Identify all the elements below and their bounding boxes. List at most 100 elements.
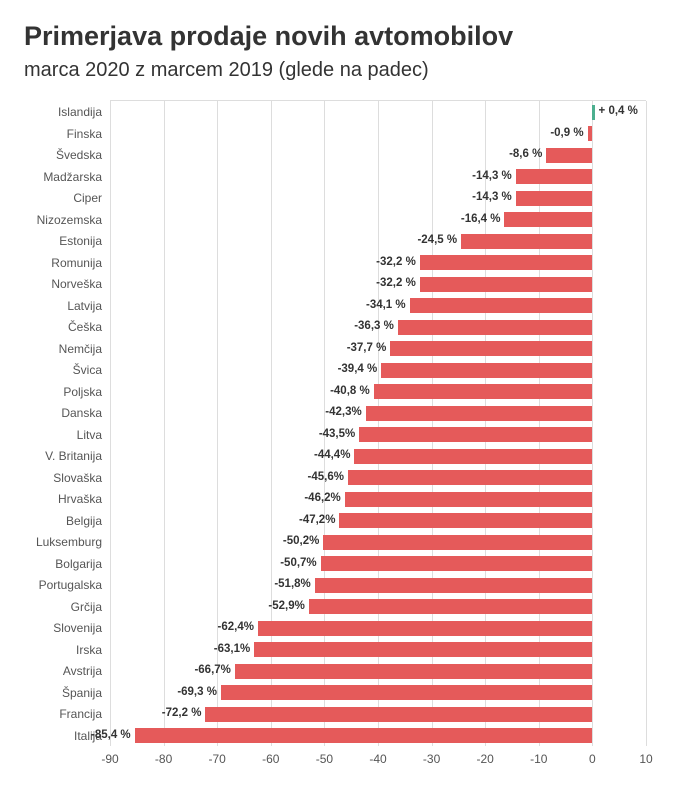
y-axis-label: Islandija <box>58 106 102 118</box>
value-label: -36,3 % <box>354 321 394 333</box>
bar <box>504 212 592 227</box>
bar <box>588 126 593 141</box>
value-label: -50,7% <box>280 558 316 570</box>
y-axis-label: Ciper <box>73 192 102 204</box>
value-label: -39,4 % <box>338 364 378 376</box>
y-axis-label: Slovenija <box>53 622 102 634</box>
bar <box>345 492 593 507</box>
value-label: -66,7% <box>194 665 230 677</box>
value-label: -85,4 % <box>91 730 131 742</box>
bar <box>420 277 593 292</box>
bar <box>546 148 592 163</box>
bar-row: Švica-39,4 % <box>110 359 646 381</box>
y-axis-label: Belgija <box>66 515 102 527</box>
x-axis-tick: 0 <box>589 752 596 766</box>
bar-row: Luksemburg-50,2% <box>110 531 646 553</box>
bar-row: Norveška-32,2 % <box>110 273 646 295</box>
bar <box>398 320 593 335</box>
y-axis-label: Švedska <box>56 149 102 161</box>
y-axis-label: Švica <box>73 364 102 376</box>
bar-row: Nemčija-37,7 % <box>110 338 646 360</box>
bar <box>135 728 593 743</box>
y-axis-label: V. Britanija <box>45 450 102 462</box>
bar <box>374 384 593 399</box>
bar <box>323 535 592 550</box>
y-axis-label: Bolgarija <box>55 558 102 570</box>
value-label: -72,2 % <box>162 708 202 720</box>
y-axis-label: Estonija <box>59 235 102 247</box>
value-label: -34,1 % <box>366 300 406 312</box>
x-axis: -90-80-70-60-50-40-30-20-10010 <box>110 748 646 772</box>
x-axis-tick: -60 <box>262 752 279 766</box>
x-axis-tick: -30 <box>423 752 440 766</box>
y-axis-label: Irska <box>76 644 102 656</box>
bar-row: Belgija-47,2% <box>110 510 646 532</box>
plot-inner: Islandija+ 0,4 %Finska-0,9 %Švedska-8,6 … <box>110 101 646 746</box>
bar <box>516 169 593 184</box>
value-label: -42,3% <box>325 407 361 419</box>
bar-row: Češka-36,3 % <box>110 316 646 338</box>
bar-row: Romunija-32,2 % <box>110 252 646 274</box>
bar-row: Nizozemska-16,4 % <box>110 209 646 231</box>
value-label: -50,2% <box>283 536 319 548</box>
bar-row: Ciper-14,3 % <box>110 187 646 209</box>
value-label: -46,2% <box>304 493 340 505</box>
value-label: -24,5 % <box>417 235 457 247</box>
bar-row: Avstrija-66,7% <box>110 660 646 682</box>
y-axis-label: Norveška <box>51 278 102 290</box>
x-axis-tick: -50 <box>316 752 333 766</box>
y-axis-label: Madžarska <box>43 171 102 183</box>
bar <box>258 621 592 636</box>
bar <box>516 191 593 206</box>
bar-row: Irska-63,1% <box>110 639 646 661</box>
y-axis-label: Luksemburg <box>36 536 102 548</box>
bar <box>420 255 593 270</box>
bar-row: Bolgarija-50,7% <box>110 553 646 575</box>
bar-row: Slovaška-45,6% <box>110 467 646 489</box>
x-axis-tick: -10 <box>530 752 547 766</box>
y-axis-label: Danska <box>61 407 102 419</box>
bar-row: Estonija-24,5 % <box>110 230 646 252</box>
value-label: -51,8% <box>274 579 310 591</box>
y-axis-label: Poljska <box>63 386 102 398</box>
value-label: + 0,4 % <box>599 106 638 118</box>
y-axis-label: Grčija <box>71 601 102 613</box>
bar-row: Islandija+ 0,4 % <box>110 101 646 123</box>
bar <box>339 513 592 528</box>
y-axis-label: Avstrija <box>63 665 102 677</box>
value-label: -32,2 % <box>376 257 416 269</box>
bar-row: Španija-69,3 % <box>110 682 646 704</box>
bar <box>221 685 592 700</box>
bar <box>410 298 593 313</box>
value-label: -69,3 % <box>177 687 217 699</box>
bar <box>359 427 592 442</box>
bar <box>235 664 593 679</box>
bar-row: Latvija-34,1 % <box>110 295 646 317</box>
y-axis-label: Nemčija <box>59 343 102 355</box>
y-axis-label: Litva <box>77 429 102 441</box>
bar <box>254 642 592 657</box>
bar <box>381 363 592 378</box>
bar-row: Grčija-52,9% <box>110 596 646 618</box>
value-label: -44,4% <box>314 450 350 462</box>
bar-row: Portugalska-51,8% <box>110 574 646 596</box>
value-label: -14,3 % <box>472 171 512 183</box>
bar-row: Litva-43,5% <box>110 424 646 446</box>
bar <box>309 599 593 614</box>
value-label: -8,6 % <box>509 149 542 161</box>
value-label: -45,6% <box>308 472 344 484</box>
chart-container: Primerjava prodaje novih avtomobilov mar… <box>0 0 680 805</box>
value-label: -63,1% <box>214 644 250 656</box>
bar <box>461 234 592 249</box>
plot-area: Islandija+ 0,4 %Finska-0,9 %Švedska-8,6 … <box>110 100 646 772</box>
bar-row: Slovenija-62,4% <box>110 617 646 639</box>
y-axis-label: Španija <box>62 687 102 699</box>
value-label: -47,2% <box>299 515 335 527</box>
y-axis-label: Portugalska <box>39 579 102 591</box>
bar <box>366 406 593 421</box>
x-axis-tick: -40 <box>369 752 386 766</box>
y-axis-label: Romunija <box>51 257 102 269</box>
bar-row: Madžarska-14,3 % <box>110 166 646 188</box>
value-label: -43,5% <box>319 429 355 441</box>
bar <box>354 449 592 464</box>
